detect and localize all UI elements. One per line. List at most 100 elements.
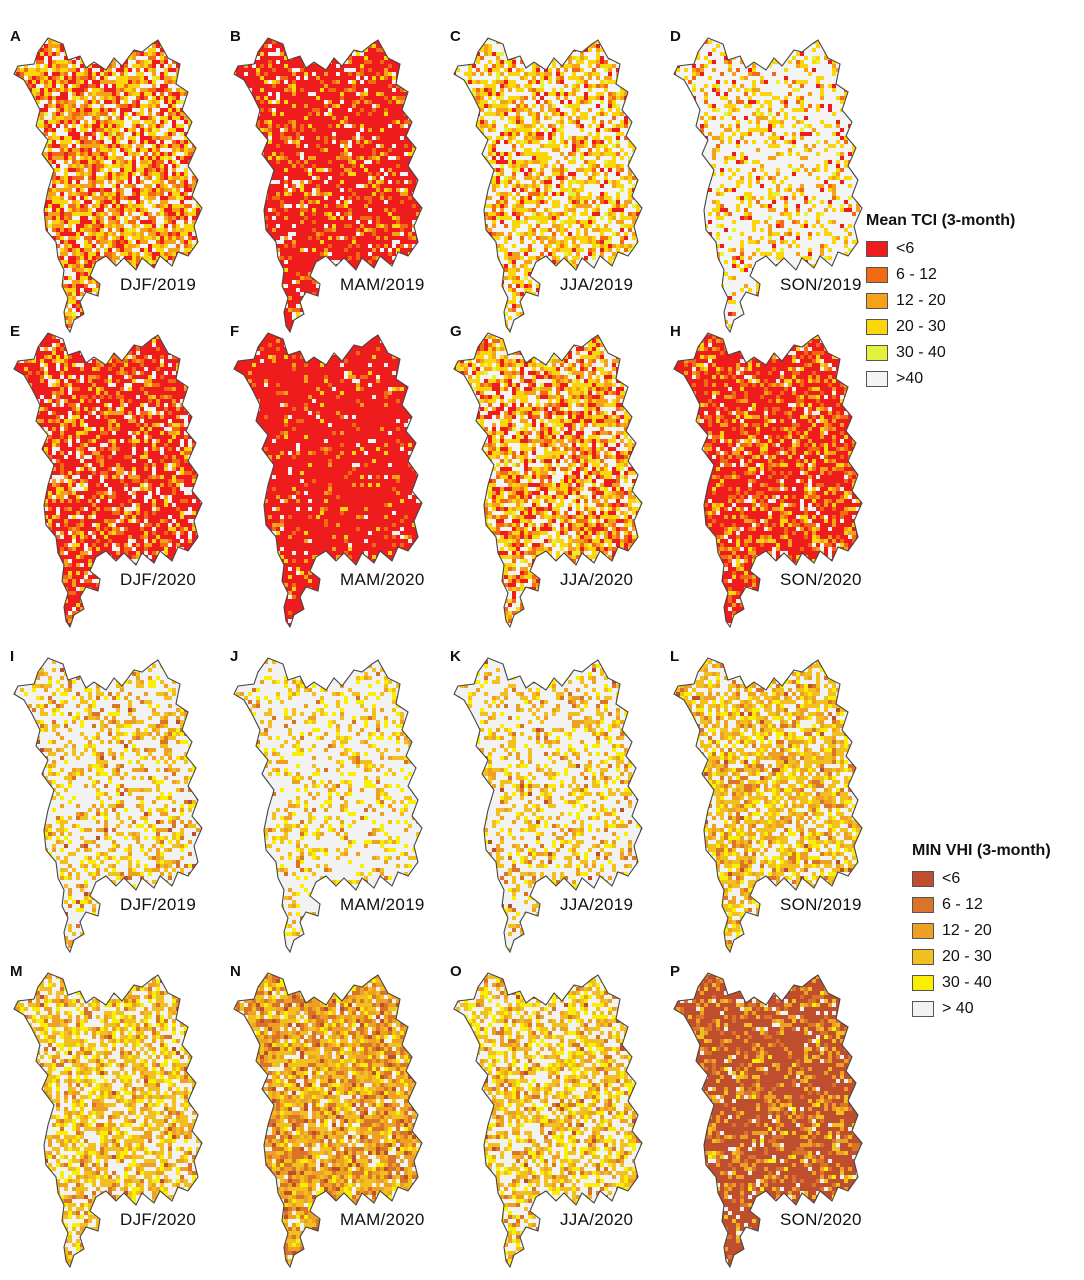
region-outline bbox=[13, 332, 203, 629]
region-map bbox=[453, 972, 643, 1269]
season-label: SON/2019 bbox=[780, 895, 862, 915]
panel-letter: B bbox=[230, 28, 241, 45]
map-panel-d: D SON/2019 bbox=[668, 28, 878, 335]
region-map bbox=[13, 37, 203, 334]
map-panel-h: H SON/2020 bbox=[668, 323, 878, 630]
legend-tci-title: Mean TCI (3-month) bbox=[866, 212, 1066, 230]
season-label: JJA/2019 bbox=[560, 895, 633, 915]
legend-swatch bbox=[866, 293, 888, 309]
region-outline bbox=[233, 972, 423, 1269]
region-outline bbox=[673, 332, 863, 629]
legend-swatch bbox=[912, 975, 934, 991]
legend-vhi-item: <6 bbox=[912, 866, 1084, 892]
region-map bbox=[233, 37, 423, 334]
season-label: MAM/2020 bbox=[340, 1210, 425, 1230]
region-map bbox=[673, 37, 863, 334]
panel-letter: L bbox=[670, 648, 679, 665]
map-panel-m: M DJF/2020 bbox=[8, 963, 218, 1270]
panel-letter: F bbox=[230, 323, 239, 340]
legend-tci-item: <6 bbox=[866, 236, 1066, 262]
season-label: MAM/2019 bbox=[340, 275, 425, 295]
panel-letter: H bbox=[670, 323, 681, 340]
region-outline bbox=[13, 972, 203, 1269]
map-panel-e: E DJF/2020 bbox=[8, 323, 218, 630]
map-panel-p: P SON/2020 bbox=[668, 963, 878, 1270]
legend-vhi-item: 12 - 20 bbox=[912, 918, 1084, 944]
map-panel-c: C JJA/2019 bbox=[448, 28, 658, 335]
map-panel-g: G JJA/2020 bbox=[448, 323, 658, 630]
season-label: DJF/2019 bbox=[120, 895, 196, 915]
panel-letter: G bbox=[450, 323, 462, 340]
region-outline bbox=[453, 332, 643, 629]
season-label: DJF/2020 bbox=[120, 1210, 196, 1230]
season-label: MAM/2020 bbox=[340, 570, 425, 590]
region-map bbox=[233, 972, 423, 1269]
legend-swatch bbox=[912, 871, 934, 887]
region-outline bbox=[453, 657, 643, 954]
legend-tci: Mean TCI (3-month) <6 6 - 12 12 - 20 20 … bbox=[866, 212, 1066, 392]
region-outline bbox=[233, 657, 423, 954]
season-label: SON/2020 bbox=[780, 570, 862, 590]
legend-vhi-item: 30 - 40 bbox=[912, 970, 1084, 996]
season-label: DJF/2020 bbox=[120, 570, 196, 590]
region-map bbox=[13, 332, 203, 629]
legend-tci-item: 30 - 40 bbox=[866, 340, 1066, 366]
legend-tci-item: 20 - 30 bbox=[866, 314, 1066, 340]
legend-vhi-item: 20 - 30 bbox=[912, 944, 1084, 970]
region-outline bbox=[673, 37, 863, 334]
legend-vhi: MIN VHI (3-month) <6 6 - 12 12 - 20 20 -… bbox=[912, 842, 1084, 1022]
season-label: SON/2019 bbox=[780, 275, 862, 295]
region-map bbox=[453, 332, 643, 629]
region-outline bbox=[233, 332, 423, 629]
panel-letter: N bbox=[230, 963, 241, 980]
legend-swatch bbox=[912, 949, 934, 965]
season-label: MAM/2019 bbox=[340, 895, 425, 915]
legend-swatch bbox=[866, 241, 888, 257]
season-label: JJA/2020 bbox=[560, 1210, 633, 1230]
region-map bbox=[13, 972, 203, 1269]
legend-swatch bbox=[866, 267, 888, 283]
panel-letter: K bbox=[450, 648, 461, 665]
legend-swatch bbox=[912, 923, 934, 939]
season-label: DJF/2019 bbox=[120, 275, 196, 295]
season-label: JJA/2020 bbox=[560, 570, 633, 590]
map-panel-a: A DJF/2019 bbox=[8, 28, 218, 335]
panel-letter: I bbox=[10, 648, 14, 665]
season-label: JJA/2019 bbox=[560, 275, 633, 295]
region-map bbox=[233, 332, 423, 629]
region-map bbox=[673, 972, 863, 1269]
map-panel-l: L SON/2019 bbox=[668, 648, 878, 955]
panel-letter: O bbox=[450, 963, 462, 980]
legend-swatch bbox=[912, 897, 934, 913]
panel-letter: J bbox=[230, 648, 238, 665]
legend-vhi-item: 6 - 12 bbox=[912, 892, 1084, 918]
map-panel-f: F MAM/2020 bbox=[228, 323, 438, 630]
region-outline bbox=[453, 37, 643, 334]
legend-tci-item: 12 - 20 bbox=[866, 288, 1066, 314]
legend-swatch bbox=[912, 1001, 934, 1017]
legend-swatch bbox=[866, 345, 888, 361]
map-panel-b: B MAM/2019 bbox=[228, 28, 438, 335]
region-outline bbox=[13, 657, 203, 954]
panel-letter: P bbox=[670, 963, 680, 980]
map-panel-n: N MAM/2020 bbox=[228, 963, 438, 1270]
panel-letter: E bbox=[10, 323, 20, 340]
legend-swatch bbox=[866, 319, 888, 335]
map-panel-k: K JJA/2019 bbox=[448, 648, 658, 955]
map-panel-o: O JJA/2020 bbox=[448, 963, 658, 1270]
region-outline bbox=[13, 37, 203, 334]
region-outline bbox=[673, 972, 863, 1269]
region-map bbox=[233, 657, 423, 954]
legend-tci-item: 6 - 12 bbox=[866, 262, 1066, 288]
season-label: SON/2020 bbox=[780, 1210, 862, 1230]
panel-letter: C bbox=[450, 28, 461, 45]
legend-swatch bbox=[866, 371, 888, 387]
region-outline bbox=[233, 37, 423, 334]
legend-vhi-title: MIN VHI (3-month) bbox=[912, 842, 1084, 860]
panel-letter: D bbox=[670, 28, 681, 45]
panel-letter: A bbox=[10, 28, 21, 45]
legend-vhi-item: > 40 bbox=[912, 996, 1084, 1022]
region-map bbox=[453, 37, 643, 334]
region-outline bbox=[453, 972, 643, 1269]
region-map bbox=[13, 657, 203, 954]
